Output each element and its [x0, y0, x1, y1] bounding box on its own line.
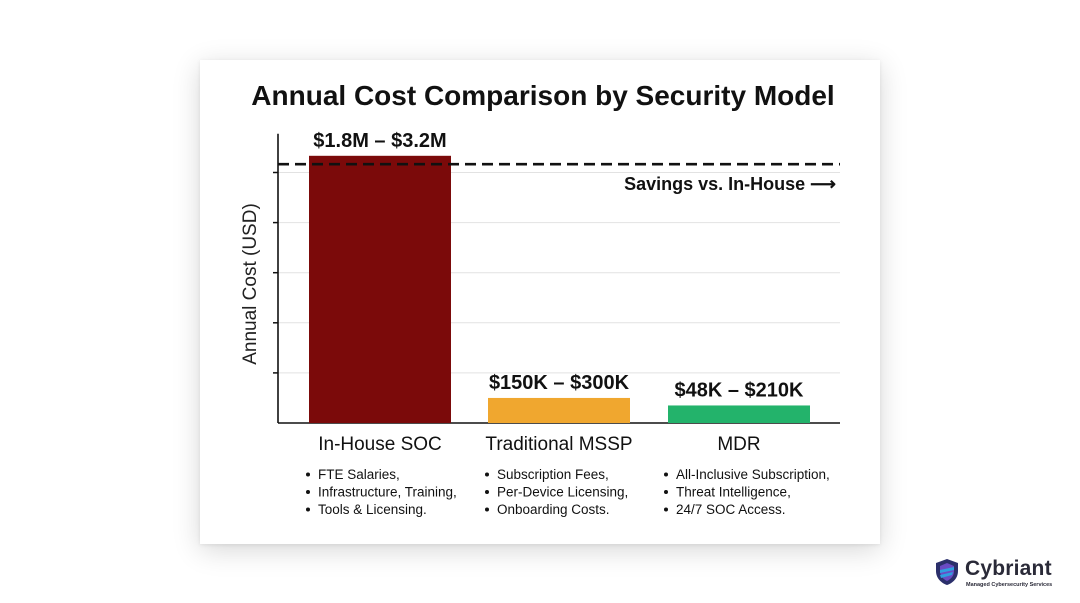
- chart-card: Annual Cost Comparison by Security Model…: [200, 60, 880, 544]
- description-line: FTE Salaries,: [318, 467, 400, 482]
- data-label: $150K – $300K: [489, 372, 630, 394]
- bar-traditional-mssp: [488, 397, 630, 423]
- description-line: Per-Device Licensing,: [497, 485, 628, 500]
- bullet: [306, 472, 310, 477]
- shield-icon: [936, 559, 958, 585]
- description-line: Threat Intelligence,: [676, 485, 791, 500]
- category-descriptions: FTE Salaries, Infrastructure, Training, To…: [306, 467, 830, 517]
- reference-line-label: Savings vs. In-House ⟶: [624, 174, 836, 194]
- data-label: $1.8M – $3.2M: [313, 130, 446, 152]
- brand-name: Cybriant: [965, 557, 1052, 580]
- brand-tagline: Managed Cybersecurity Services: [966, 582, 1053, 588]
- bullet: [664, 472, 668, 477]
- bullet: [306, 490, 310, 494]
- description-line: All-Inclusive Subscription,: [676, 467, 830, 482]
- brand-logo: Cybriant Managed Cybersecurity Services: [934, 556, 1070, 592]
- description-line: Tools & Licensing.: [318, 502, 427, 517]
- bullet: [306, 507, 310, 512]
- x-tick-label: MDR: [717, 434, 760, 455]
- category-labels: In-House SOC Traditional MSSP MDR: [318, 434, 760, 455]
- bar-in-house-soc: [309, 155, 451, 424]
- y-axis-label: Annual Cost (USD): [240, 203, 261, 365]
- bullet: [664, 490, 668, 494]
- bars: $1.8M – $3.2M $150K – $300K $48K – $210K: [309, 130, 810, 424]
- description-line: 24/7 SOC Access.: [676, 502, 786, 517]
- bullet: [485, 472, 489, 477]
- bullet: [664, 507, 668, 512]
- description-line: Infrastructure, Training,: [318, 485, 457, 500]
- bullet: [485, 490, 489, 494]
- x-tick-label: In-House SOC: [318, 434, 442, 455]
- x-tick-label: Traditional MSSP: [485, 434, 632, 455]
- description-line: Subscription Fees,: [497, 467, 609, 482]
- description-line: Onboarding Costs.: [497, 502, 610, 517]
- reference-line: Savings vs. In-House ⟶: [278, 162, 840, 194]
- bar-chart: Annual Cost Comparison by Security Model…: [240, 80, 840, 517]
- chart-title: Annual Cost Comparison by Security Model: [251, 80, 834, 111]
- bullet: [485, 507, 489, 512]
- data-label: $48K – $210K: [675, 379, 805, 401]
- bar-mdr: [668, 405, 810, 423]
